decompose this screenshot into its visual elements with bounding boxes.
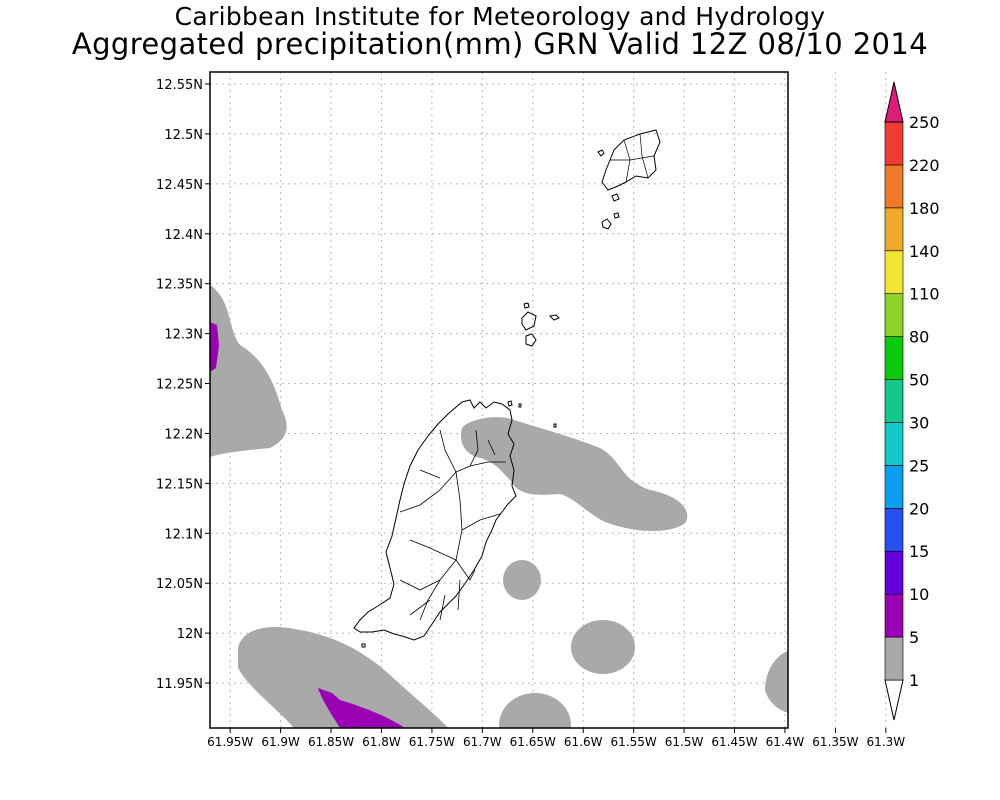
lon-tick-label: 61.9W	[261, 735, 300, 749]
chart-title: Caribbean Institute for Meteorology and …	[174, 2, 826, 31]
lon-tick-label: 61.6W	[564, 735, 603, 749]
colorbar-level-label: 25	[909, 456, 929, 475]
lon-tick-label: 61.8W	[362, 735, 401, 749]
islet-central-2	[548, 314, 560, 321]
grid-lines	[210, 72, 887, 728]
map-background	[210, 72, 788, 728]
colorbar-level-label: 20	[909, 499, 929, 518]
lat-tick-label: 12.35N	[156, 278, 203, 293]
precip-area-small-east	[503, 560, 541, 600]
colorbar-band	[884, 636, 904, 681]
longitude-axis: 61.95W 61.9W 61.85W 61.8W 61.75W 61.7W 61.65W 6…	[207, 728, 905, 749]
islet-north-1	[597, 149, 605, 157]
colorbar-upper-triangle	[884, 81, 904, 123]
carriacou-coastline	[601, 129, 661, 191]
coastline-layer	[353, 129, 661, 648]
precip-area-southwest-heavy	[318, 688, 405, 728]
islet-north-3	[601, 218, 612, 230]
islet-union-area	[521, 311, 537, 331]
colorbar-band	[884, 336, 904, 380]
lon-tick-label: 61.65W	[510, 735, 556, 749]
colorbar-level-label: 250	[909, 113, 940, 132]
lat-tick-label: 12.3N	[164, 328, 203, 343]
lat-tick-label: 12N	[177, 627, 203, 642]
latitude-axis: 12.55N 12.5N 12.45N 12.4N 12.35N 12.3N 12.25N 1…	[156, 78, 210, 692]
lon-tick-label: 61.85W	[308, 735, 354, 749]
colorbar-level-label: 5	[909, 628, 919, 647]
islet-near-grenada-1	[507, 400, 513, 407]
lat-tick-label: 11.95N	[156, 677, 203, 692]
islet-near-grenada-2	[518, 403, 522, 408]
colorbar-band	[884, 422, 904, 466]
colorbar-band	[884, 593, 904, 638]
islet-southwest	[361, 643, 366, 648]
islet-near-grenada-3	[553, 423, 557, 428]
colorbar-band	[884, 293, 904, 337]
precip-area-west-edge-heavy	[210, 322, 219, 372]
colorbar-level-label: 10	[909, 585, 929, 604]
precip-area-east-edge	[765, 650, 788, 713]
precip-area-west-edge	[210, 285, 287, 457]
lat-tick-label: 12.2N	[164, 427, 203, 442]
lon-tick-label: 61.95W	[207, 735, 253, 749]
islet-north-2	[611, 193, 620, 202]
colorbar-band	[884, 207, 904, 252]
colorbar-band	[884, 164, 904, 209]
lat-tick-label: 12.1N	[164, 527, 203, 542]
colorbar-level-label: 180	[909, 199, 940, 218]
lat-tick-label: 12.4N	[164, 228, 203, 243]
chart-subtitle: Aggregated precipitation(mm) GRN Valid 1…	[71, 27, 929, 61]
colorbar-level-label: 50	[909, 371, 929, 390]
lat-tick-label: 12.55N	[156, 78, 203, 93]
precip-area-south-central	[499, 693, 571, 728]
colorbar-level-label: 220	[909, 156, 940, 175]
carriacou-boundaries	[610, 133, 655, 183]
colorbar-band	[884, 379, 904, 423]
lat-tick-label: 12.05N	[156, 577, 203, 592]
lon-tick-label: 61.4W	[766, 735, 805, 749]
lon-tick-label: 61.45W	[711, 735, 757, 749]
lon-tick-label: 61.55W	[611, 735, 657, 749]
islet-north-4	[613, 212, 620, 219]
lat-tick-label: 12.45N	[156, 178, 203, 193]
colorbar-band	[884, 550, 904, 595]
lat-tick-label: 12.25N	[156, 378, 203, 393]
lon-tick-label: 61.3W	[867, 735, 906, 749]
colorbar-level-label: 110	[909, 285, 940, 304]
lat-tick-label: 12.15N	[156, 477, 203, 492]
colorbar-level-label: 1	[909, 671, 919, 690]
lon-tick-label: 61.75W	[409, 735, 455, 749]
islet-central-3	[523, 302, 530, 309]
precip-area-southwest	[238, 627, 449, 728]
lat-tick-label: 12.5N	[164, 128, 203, 143]
lon-tick-label: 61.35W	[812, 735, 858, 749]
colorbar-band	[884, 508, 904, 552]
colorbar-level-label: 80	[909, 328, 929, 347]
precipitation-layer	[210, 285, 788, 728]
colorbar-band	[884, 121, 904, 166]
map-frame	[209, 71, 789, 729]
grenada-coastline	[353, 399, 517, 641]
colorbar-level-label: 140	[909, 242, 940, 261]
lon-tick-label: 61.7W	[463, 735, 502, 749]
precip-area-southeast	[571, 620, 635, 674]
colorbar-level-label: 30	[909, 413, 929, 432]
islet-central-1	[525, 333, 537, 347]
colorbar-level-label: 15	[909, 542, 929, 561]
colorbar-band	[884, 250, 904, 294]
lon-tick-label: 61.5W	[665, 735, 704, 749]
grenada-parish-boundaries	[399, 429, 506, 621]
precip-area-north-grenada	[460, 417, 688, 532]
colorbar-band	[884, 465, 904, 509]
colorbar-lower-triangle	[884, 679, 904, 721]
